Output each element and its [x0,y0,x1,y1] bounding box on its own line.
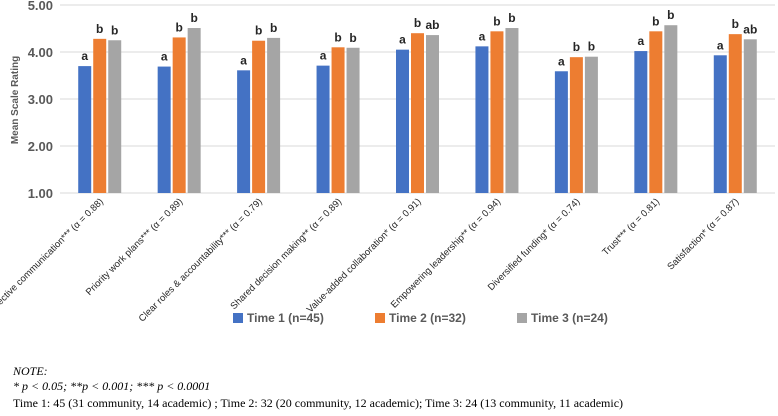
y-axis-title: Mean Scale Rating [10,56,21,144]
bar [331,47,345,193]
y-tick-label: 2.00 [28,139,53,154]
note-sample-counts: Time 1: 45 (31 community, 14 academic) ;… [13,396,624,410]
legend-label: Time 2 (n=32) [389,311,466,325]
x-category-label: Trust*** (α = 0.81) [600,196,662,258]
significance-label: b [96,22,103,36]
significance-label: b [573,40,580,54]
bar [505,28,519,194]
legend-swatch [375,313,385,323]
bar [584,56,598,194]
significance-label: b [349,31,356,45]
legend-label: Time 1 (n=45) [247,311,324,325]
bar [237,70,251,193]
note-significance: * p < 0.05; **p < 0.001; *** p < 0.0001 [13,379,211,393]
bar [187,28,201,194]
y-tick-label: 4.00 [28,45,53,60]
significance-label: b [414,16,421,30]
bar [108,40,122,193]
significance-label: a [320,49,327,63]
bar [713,55,727,193]
significance-label: ab [425,18,439,32]
significance-label: a [240,53,247,67]
y-tick-label: 3.00 [28,92,53,107]
bar [316,65,330,193]
x-category-label: Satisfaction* (α = 0.87) [665,196,741,272]
bar [490,31,504,193]
bar [346,47,360,193]
significance-label: b [190,11,197,25]
x-category-label: Diversified funding* (α = 0.74) [486,196,583,293]
significance-label: a [399,33,406,47]
note-title: NOTE: [13,364,48,378]
significance-label: b [508,11,515,25]
bar [411,33,424,194]
bar [475,46,489,193]
significance-label: a [717,38,724,52]
significance-label: ab [743,22,757,36]
significance-label: a [637,34,644,48]
bar [157,66,171,193]
significance-label: a [558,54,565,68]
bar [634,51,648,194]
significance-label: b [493,14,500,28]
bar [426,35,439,193]
legend-swatch [233,313,243,323]
bar [267,37,281,194]
legend-label: Time 3 (n=24) [531,311,608,325]
significance-label: a [161,50,168,64]
significance-label: b [667,8,674,22]
x-category-label: Effective communication*** (α = 0.88) [0,196,106,315]
bar [728,34,742,193]
significance-label: b [175,20,182,34]
significance-label: a [479,29,486,43]
significance-label: b [255,24,262,38]
y-tick-label: 5.00 [28,0,53,13]
bar [78,66,92,193]
bar [743,39,757,194]
significance-label: b [270,21,277,35]
significance-label: b [652,14,659,28]
significance-label: b [732,17,739,31]
bar [649,31,663,193]
bar [93,38,107,194]
legend-swatch [517,313,527,323]
bar [664,25,678,194]
significance-label: b [588,40,595,54]
bar [554,71,568,193]
y-tick-label: 1.00 [28,186,53,201]
significance-label: b [111,23,118,37]
bar [172,37,186,194]
significance-label: a [81,49,88,63]
significance-label: b [334,30,341,44]
bar [396,49,409,194]
bar [569,57,583,193]
bar [252,40,266,193]
x-category-label: Clear roles & accountability*** (α = 0.7… [137,196,265,324]
